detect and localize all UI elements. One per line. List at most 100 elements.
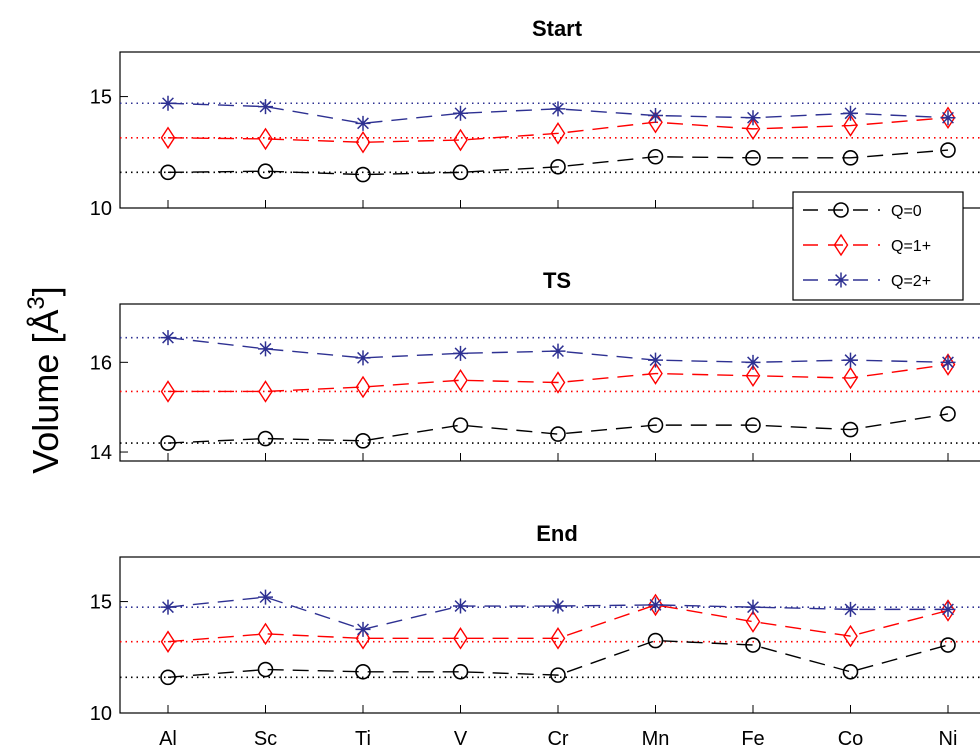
panel-end-point-circle (355, 663, 371, 680)
panel-end-point-circle (160, 669, 176, 686)
y-axis-label-main: Volume [Å (25, 310, 66, 474)
panel-end-point-circle (647, 632, 664, 649)
panel-end-point-circle (452, 663, 469, 680)
panel-end-point-star (550, 598, 566, 614)
legend-point-star (833, 272, 849, 288)
panel-end-xtick-label: Mn (642, 728, 670, 750)
legend-entry-label: Q=2+ (891, 273, 931, 290)
panel-end-point-diamond (745, 610, 761, 633)
legend-entry-label: Q=1+ (891, 238, 931, 255)
panel-ts-point-circle (940, 406, 956, 422)
panel-end-xtick-label: Ni (939, 728, 958, 750)
legend-entry-label: Q=0 (891, 203, 922, 220)
panel-start-axes-frame (119, 51, 980, 209)
panel-ts-point-star (160, 330, 176, 346)
panel-end-point-star (453, 598, 468, 614)
panel-ts-point-diamond (550, 371, 566, 394)
panel-ts-series-line (168, 363, 949, 393)
legend-box (792, 191, 964, 301)
panel-start-series-line (167, 102, 949, 125)
panel-start-point-diamond (453, 128, 468, 152)
panel-ts-point-circle (257, 430, 274, 447)
panel-end-point-star (940, 601, 956, 617)
panel-start-point-circle (550, 158, 566, 175)
y-axis-label-superscript: 3 (23, 296, 50, 309)
panel-ts-series-line (167, 413, 949, 444)
panel-start-series-line (167, 117, 949, 143)
panel-ts-point-circle (355, 433, 371, 449)
panel-ts-title: TS (543, 268, 571, 293)
panel-ts-point-circle (452, 417, 469, 433)
panel-end-point-star (355, 621, 371, 637)
panel-ts: TS 14 16 (90, 268, 980, 464)
panel-end-axes-frame (119, 556, 980, 714)
panel-start-point-circle (355, 166, 371, 183)
panel-ts-point-diamond (160, 380, 176, 403)
panel-ts-point-diamond (940, 353, 956, 376)
panel-end-point-diamond (843, 624, 858, 648)
panel-ts-point-diamond (258, 380, 273, 403)
panel-end-point-star (258, 589, 273, 605)
panel-start-series-line (167, 149, 949, 176)
panel-start-point-star (550, 101, 566, 117)
panel-end-point-diamond (550, 627, 566, 650)
panel-end-xtick-label: Sc (254, 728, 277, 750)
panel-start-point-star (258, 99, 273, 115)
panel-start-point-diamond (258, 127, 273, 151)
legend: Q=0 Q=1+ Q=2+ (792, 191, 964, 301)
panel-start-point-circle (745, 150, 761, 166)
legend-point-circle (833, 202, 849, 218)
panel-end-xtick-label: Fe (741, 728, 764, 750)
panel-ts-point-diamond (745, 364, 761, 388)
panel-start-ytick-label: 15 (90, 87, 112, 109)
panel-start-point-circle (842, 150, 859, 166)
panel-end-xtick-label: Cr (547, 728, 568, 750)
panel-end-point-circle (550, 667, 566, 683)
legend-point-diamond (833, 233, 849, 257)
panel-ts-point-circle (160, 435, 176, 451)
panel-end-point-star (160, 599, 176, 615)
y-axis-label-suffix: ] (25, 286, 66, 296)
panel-start-point-star (648, 108, 663, 124)
panel-ts-point-star (745, 354, 761, 370)
panel-end-xtick-label: V (454, 728, 468, 750)
panel-start-point-star (940, 110, 956, 126)
panel-start-point-diamond (550, 122, 566, 145)
panel-start-point-diamond (355, 130, 371, 154)
panel-end-point-diamond (355, 627, 371, 650)
panel-start-point-circle (940, 142, 956, 158)
y-axis-label: Volume [Å3] (23, 286, 66, 473)
panel-ts-point-star (843, 352, 858, 368)
panel-ts-point-star (550, 343, 566, 359)
panel-ts-point-star (258, 341, 273, 357)
panel-end-xtick-label: Ti (355, 728, 371, 750)
panel-start-point-star (745, 110, 761, 126)
panel-start-point-star (453, 105, 468, 121)
panel-start-point-star (160, 95, 176, 111)
panel-end-series-line (167, 604, 949, 643)
panel-end-point-circle (745, 637, 761, 653)
panel-start-point-star (843, 105, 858, 121)
panel-start-ytick-label: 10 (90, 198, 112, 220)
panel-ts-point-diamond (648, 362, 663, 385)
panel-end-point-circle (257, 661, 274, 678)
panel-end: End 10 15 Al Sc Ti V Cr Mn Fe Co Ni (90, 521, 980, 750)
panel-ts-point-circle (647, 417, 664, 433)
panel-ts-point-circle (745, 417, 761, 433)
panel-start-point-circle (160, 164, 176, 181)
panel-end-point-circle (842, 663, 859, 680)
panel-end-point-circle (940, 637, 956, 653)
panel-end-point-star (843, 601, 858, 617)
panel-ts-point-diamond (355, 375, 371, 399)
panel-end-series-line (167, 639, 949, 679)
panel-ts-ytick-label: 14 (90, 442, 112, 464)
panel-start-point-diamond (745, 117, 761, 141)
panel-ts-ytick-label: 16 (90, 352, 112, 374)
panel-end-xtick-label: Co (838, 728, 864, 750)
panel-ts-point-circle (550, 426, 566, 442)
panel-start: Start 10 15 Q=0 Q=1+ Q=2+ (90, 16, 980, 301)
panel-end-title: End (536, 521, 578, 546)
panel-end-point-star (648, 597, 663, 613)
panel-end-series-line (167, 596, 948, 631)
